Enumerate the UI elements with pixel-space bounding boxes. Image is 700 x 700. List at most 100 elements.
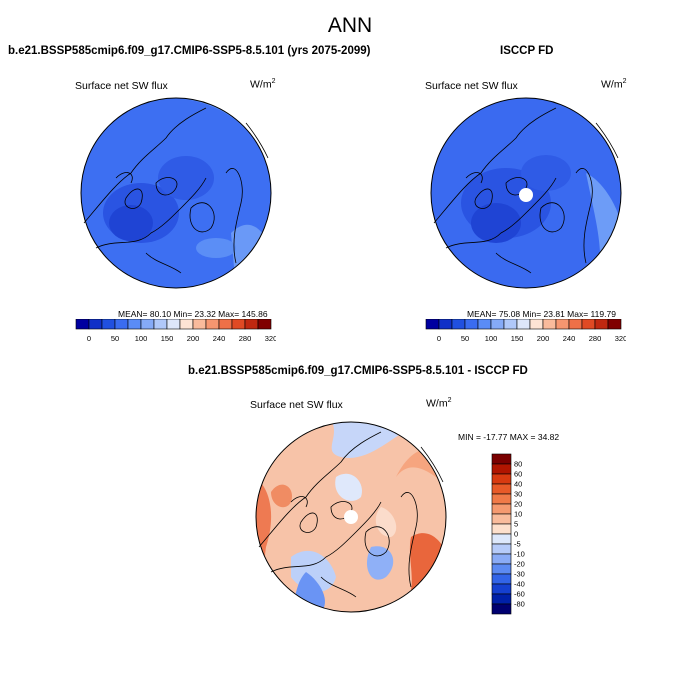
colorbar-box: [491, 533, 512, 545]
colorbar-tick-label: 0: [437, 334, 441, 343]
right-colorbar-boxes: [425, 319, 622, 330]
colorbar-tick-label: -60: [514, 590, 525, 599]
colorbar-box: [114, 319, 129, 330]
colorbar-box: [491, 573, 512, 585]
left-colorbar-ticks: 0 50 100 150 200 240 280 320: [87, 334, 276, 343]
colorbar-box: [491, 473, 512, 485]
colorbar-tick-label: 200: [187, 334, 200, 343]
colorbar-box: [607, 319, 622, 330]
colorbar-box: [244, 319, 259, 330]
colorbar-box: [555, 319, 570, 330]
diff-units-label: W/m2: [426, 397, 452, 410]
colorbar-box: [257, 319, 272, 330]
left-colorbar: 0 50 100 150 200 240 280 320: [75, 319, 276, 343]
colorbar-tick-label: 320: [265, 334, 276, 343]
left-polar-map: [80, 97, 272, 289]
colorbar-box: [464, 319, 479, 330]
colorbar-tick-label: 320: [615, 334, 626, 343]
colorbar-box: [568, 319, 583, 330]
colorbar-tick-label: 40: [514, 480, 522, 489]
colorbar-box: [153, 319, 168, 330]
colorbar-box: [491, 603, 512, 615]
colorbar-box: [491, 583, 512, 595]
pole-gap-marker: [519, 188, 533, 202]
left-units-label: W/m2: [250, 78, 276, 91]
colorbar-box: [140, 319, 155, 330]
right-panel-title: ISCCP FD: [500, 45, 554, 57]
diff-panel-title: b.e21.BSSP585cmip6.f09_g17.CMIP6-SSP5-8.…: [188, 365, 528, 377]
colorbar-tick-label: 100: [485, 334, 498, 343]
colorbar-tick-label: 240: [563, 334, 576, 343]
right-colorbar-ticks: 0 50 100 150 200 240 280 320: [437, 334, 626, 343]
colorbar-box: [491, 553, 512, 565]
diff-colorbar-boxes: [491, 453, 512, 615]
colorbar-tick-label: 0: [87, 334, 91, 343]
colorbar-box: [491, 453, 512, 465]
colorbar-box: [192, 319, 207, 330]
left-panel-title: b.e21.BSSP585cmip6.f09_g17.CMIP6-SSP5-8.…: [8, 45, 371, 57]
colorbar-box: [503, 319, 518, 330]
colorbar-tick-label: 30: [514, 490, 522, 499]
colorbar-tick-label: 60: [514, 470, 522, 479]
colorbar-tick-label: -80: [514, 600, 525, 609]
colorbar-box: [491, 513, 512, 525]
colorbar-box: [425, 319, 440, 330]
colorbar-tick-label: 50: [111, 334, 119, 343]
figure-title: ANN: [327, 14, 373, 37]
colorbar-tick-label: 280: [239, 334, 252, 343]
colorbar-tick-label: 10: [514, 510, 522, 519]
right-colorbar: 0 50 100 150 200 240 280 320: [425, 319, 626, 343]
colorbar-box: [205, 319, 220, 330]
colorbar-tick-label: -20: [514, 560, 525, 569]
colorbar-box: [594, 319, 609, 330]
colorbar-box: [438, 319, 453, 330]
colorbar-tick-label: -40: [514, 580, 525, 589]
colorbar-tick-label: 240: [213, 334, 226, 343]
diff-stats: MIN = -17.77 MAX = 34.82: [458, 432, 560, 442]
colorbar-box: [516, 319, 531, 330]
colorbar-box: [451, 319, 466, 330]
colorbar-tick-label: 280: [589, 334, 602, 343]
colorbar-box: [491, 463, 512, 475]
colorbar-box: [477, 319, 492, 330]
colorbar-tick-label: 50: [461, 334, 469, 343]
colorbar-box: [127, 319, 142, 330]
colorbar-box: [529, 319, 544, 330]
colorbar-box: [491, 493, 512, 505]
colorbar-box: [491, 523, 512, 535]
colorbar-box: [542, 319, 557, 330]
colorbar-tick-label: 100: [135, 334, 148, 343]
colorbar-box: [581, 319, 596, 330]
pole-gap-marker: [344, 510, 358, 524]
colorbar-box: [101, 319, 116, 330]
right-polar-map: [430, 97, 622, 289]
right-units-label: W/m2: [601, 78, 627, 91]
colorbar-tick-label: 5: [514, 520, 518, 529]
colorbar-box: [166, 319, 181, 330]
colorbar-tick-label: 0: [514, 530, 518, 539]
left-colorbar-boxes: [75, 319, 272, 330]
colorbar-box: [88, 319, 103, 330]
colorbar-tick-label: 80: [514, 460, 522, 469]
right-variable-label: Surface net SW flux: [425, 80, 518, 92]
colorbar-box: [218, 319, 233, 330]
colorbar-tick-label: -5: [514, 540, 521, 549]
diff-polar-map: [255, 421, 447, 613]
colorbar-box: [491, 503, 512, 515]
colorbar-tick-label: -10: [514, 550, 525, 559]
colorbar-box: [491, 483, 512, 495]
colorbar-box: [491, 593, 512, 605]
colorbar-box: [491, 543, 512, 555]
colorbar-tick-label: 150: [161, 334, 174, 343]
left-stats: MEAN= 80.10 Min= 23.32 Max= 145.86: [118, 309, 268, 319]
colorbar-tick-label: -30: [514, 570, 525, 579]
colorbar-tick-label: 20: [514, 500, 522, 509]
colorbar-tick-label: 200: [537, 334, 550, 343]
colorbar-box: [491, 563, 512, 575]
colorbar-box: [490, 319, 505, 330]
colorbar-box: [179, 319, 194, 330]
left-variable-label: Surface net SW flux: [75, 80, 168, 92]
colorbar-tick-label: 150: [511, 334, 524, 343]
